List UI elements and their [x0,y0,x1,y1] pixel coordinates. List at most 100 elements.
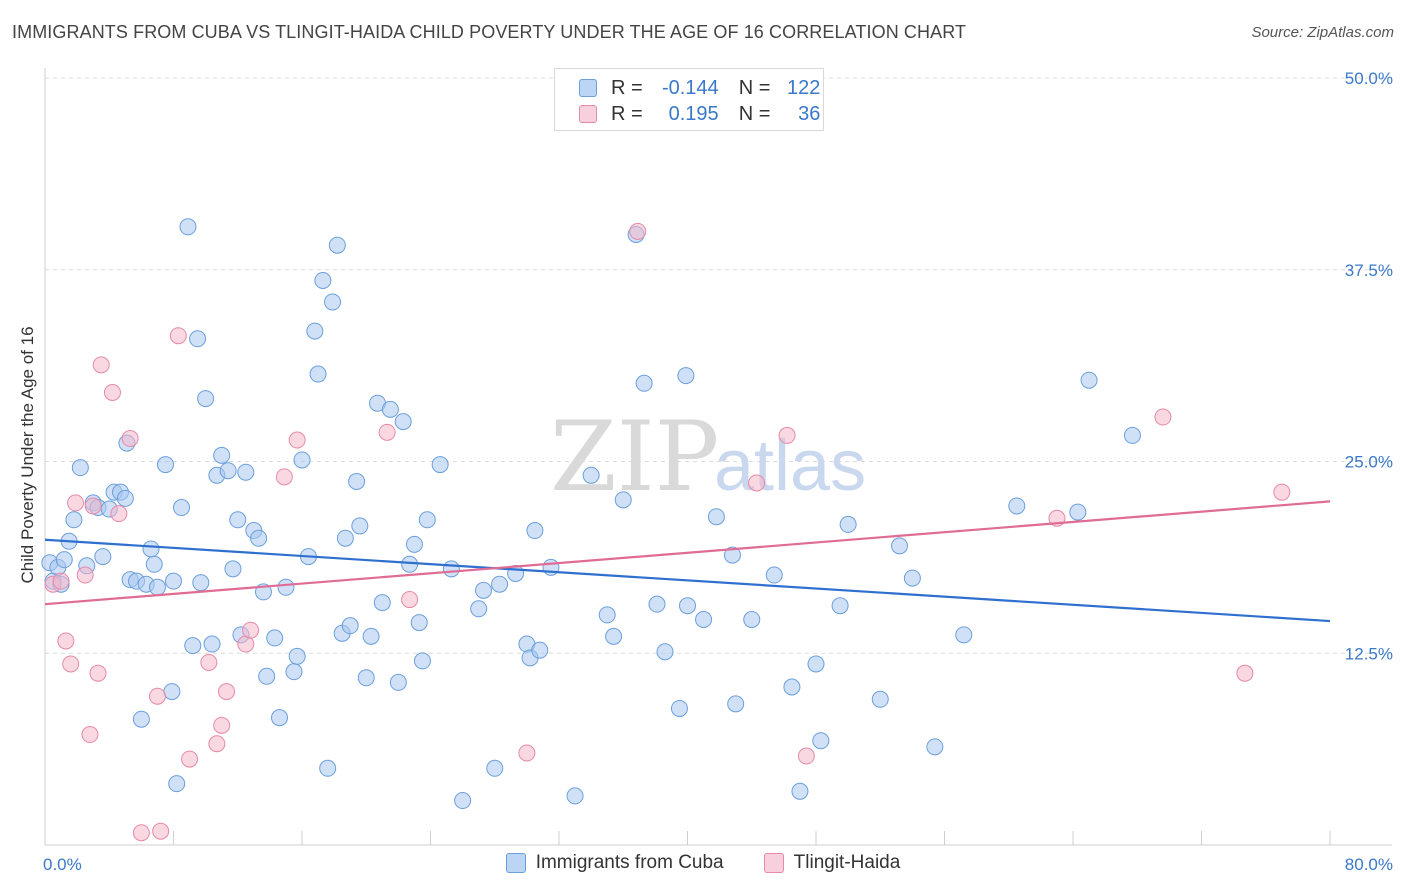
x-tick-label: 0.0% [43,855,82,874]
data-point-tlingit [148,687,166,705]
data-point-tlingit [242,621,260,639]
data-point-tlingit [200,653,218,671]
data-point-cuba [635,374,653,392]
data-point-tlingit [213,716,231,734]
legend-r-value: -0.144 [661,76,719,99]
data-point-cuba [707,508,725,526]
data-point-cuba [184,637,202,655]
data-point-cuba [351,517,369,535]
data-point-cuba [116,489,134,507]
legend-item-tlingit: Tlingit-Haida [763,852,901,874]
data-point-cuba [401,555,419,573]
y-tick-label: 12.5% [1345,644,1393,663]
legend-n-label: N = [738,76,771,99]
data-point-tlingit [92,356,110,374]
data-point-tlingit [518,744,536,762]
data-point-tlingit [288,431,306,449]
legend-row-cuba: R = -0.144 N = 122 [579,75,820,101]
data-point-cuba [765,566,783,584]
data-point-cuba [926,738,944,756]
data-point-cuba [324,293,342,311]
data-point-cuba [394,413,412,431]
data-point-cuba [679,597,696,615]
series-cuba-points [41,218,1141,810]
trend-lines [44,500,1331,623]
data-point-cuba [288,647,306,665]
data-point-tlingit [797,747,815,765]
data-point-cuba [285,663,303,681]
data-point-tlingit [1273,483,1291,501]
legend-swatch-blue [505,853,526,873]
data-point-cuba [807,655,825,673]
data-point-tlingit [218,683,236,701]
source-label: Source: ZipAtlas.com [1251,24,1394,41]
data-point-cuba [250,529,268,547]
data-point-cuba [656,643,674,661]
data-point-tlingit [778,426,796,444]
y-tick-label: 37.5% [1345,261,1393,280]
data-point-cuba [955,626,973,644]
data-point-tlingit [103,383,121,401]
data-point-cuba [839,515,857,533]
data-point-tlingit [76,566,94,584]
data-point-cuba [743,611,761,629]
data-point-cuba [192,574,210,592]
data-point-cuba [413,652,431,670]
data-point-tlingit [81,726,99,744]
data-point-cuba [389,673,407,691]
data-point-cuba [165,572,182,590]
data-point-cuba [475,581,493,599]
data-point-tlingit [121,429,139,447]
data-point-cuba [470,600,488,618]
watermark: ZIP atlas [550,401,866,513]
data-point-tlingit [84,497,102,515]
data-point-cuba [486,759,504,777]
data-point-cuba [582,466,600,484]
y-tick-label: 25.0% [1345,453,1393,472]
series-legend: Immigrants from Cuba Tlingit-Haida [0,852,1406,874]
data-point-cuba [148,578,166,596]
data-point-cuba [695,611,713,629]
legend-label-tlingit: Tlingit-Haida [793,852,901,873]
data-point-cuba [677,367,695,385]
data-point-cuba [891,537,909,555]
legend-r-label: R = [611,76,643,99]
data-point-cuba [605,627,623,645]
data-point-cuba [132,710,150,728]
legend-label-cuba: Immigrants from Cuba [535,852,724,873]
data-point-tlingit [401,591,419,609]
data-point-tlingit [169,327,187,345]
data-point-cuba [903,569,921,587]
data-point-tlingit [152,822,170,840]
data-point-cuba [373,594,391,612]
data-point-cuba [237,463,255,481]
gridlines [45,77,1392,654]
data-point-cuba [1123,426,1141,444]
data-point-tlingit [629,222,647,240]
data-point-tlingit [378,423,396,441]
data-point-cuba [271,709,289,727]
axes [44,68,1392,846]
data-point-cuba [670,699,688,717]
data-point-tlingit [132,824,150,842]
legend-item-cuba: Immigrants from Cuba [505,852,724,874]
data-point-cuba [871,690,889,708]
legend-swatch-blue [579,79,597,97]
data-point-cuba [314,271,332,289]
data-point-cuba [173,499,191,517]
data-point-cuba [566,787,584,805]
data-point-cuba [348,472,366,490]
data-point-cuba [1008,497,1026,515]
data-point-tlingit [208,735,226,753]
data-point-tlingit [275,468,293,486]
data-point-cuba [197,390,215,408]
data-point-cuba [224,560,242,578]
data-point-cuba [258,667,276,685]
data-point-cuba [381,400,399,418]
legend-n-value: 122 [787,76,821,99]
data-point-cuba [362,627,380,645]
data-point-cuba [1069,503,1087,521]
legend-swatch-pink [763,853,784,873]
data-point-cuba [94,548,112,566]
